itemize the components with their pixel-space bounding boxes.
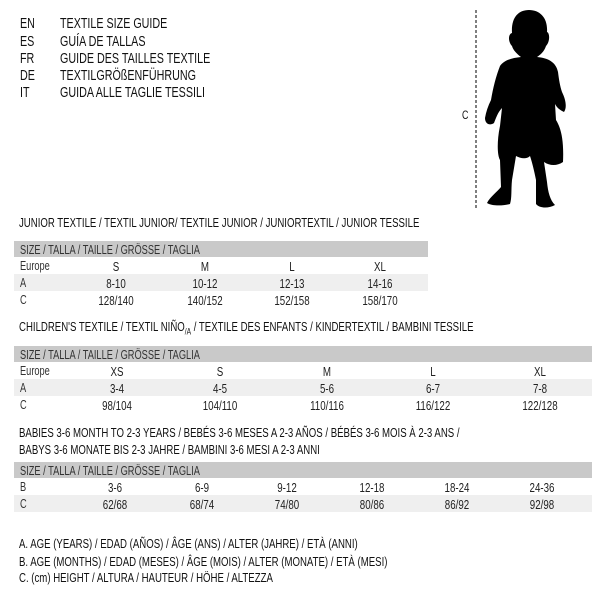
table-cell: 110/116 — [310, 399, 344, 413]
table-cell: 7-8 — [532, 382, 548, 396]
babies-section-title-line2: BABYS 3-6 MONATE BIS 2-3 JAHRE / BAMBINI… — [19, 442, 320, 457]
lang-code: DE — [20, 68, 35, 84]
lang-title: TEXTILGRÖßENFÜHRUNG — [60, 68, 196, 84]
legend-a: A. AGE (YEARS) / EDAD (AÑOS) / ÂGE (ANS)… — [19, 536, 358, 551]
table-cell: 14-16 — [367, 277, 393, 291]
table-cell: 18-24 — [444, 481, 470, 495]
table-cell: 152/158 — [274, 294, 310, 308]
row-label: C — [20, 293, 27, 307]
measure-label: C — [462, 108, 469, 122]
table-cell: 3-6 — [107, 481, 123, 495]
babies-size-table: SIZE / TALLA / TAILLE / GRÖSSE / TAGLIA B… — [14, 462, 592, 514]
children-size-table: SIZE / TALLA / TAILLE / GRÖSSE / TAGLIA E… — [14, 346, 592, 414]
table-cell: L — [430, 365, 436, 379]
table-cell: 3-4 — [109, 382, 125, 396]
table-cell: M — [200, 260, 210, 274]
table-header-label: SIZE / TALLA / TAILLE / GRÖSSE / TAGLIA — [20, 243, 200, 257]
table-cell: L — [289, 260, 295, 274]
title-rest: / TEXTILE DES ENFANTS / KINDERTEXTIL / B… — [191, 319, 474, 334]
row-label: A — [20, 381, 27, 395]
table-header-label: SIZE / TALLA / TAILLE / GRÖSSE / TAGLIA — [20, 348, 200, 362]
table-cell: 86/92 — [444, 498, 470, 512]
table-cell: 122/128 — [522, 399, 558, 413]
table-header-label: SIZE / TALLA / TAILLE / GRÖSSE / TAGLIA — [20, 464, 200, 478]
table-cell: 74/80 — [274, 498, 300, 512]
lang-code: FR — [20, 51, 35, 67]
table-cell: 80/86 — [359, 498, 385, 512]
table-cell: XL — [534, 365, 546, 379]
row-label: A — [20, 276, 27, 290]
lang-code: ES — [20, 34, 35, 50]
lang-title: GUIDE DES TAILLES TEXTILE — [60, 51, 211, 67]
row-label: Europe — [20, 364, 50, 378]
table-cell: M — [322, 365, 332, 379]
table-header: SIZE / TALLA / TAILLE / GRÖSSE / TAGLIA — [14, 241, 428, 257]
row-label: C — [20, 398, 27, 412]
table-cell: 8-10 — [106, 277, 126, 291]
table-cell: 6-9 — [194, 481, 210, 495]
table-cell: 5-6 — [319, 382, 335, 396]
table-header: SIZE / TALLA / TAILLE / GRÖSSE / TAGLIA — [14, 346, 592, 362]
table-row: Europe XS S M L XL — [14, 362, 592, 379]
lang-title: TEXTILE SIZE GUIDE — [60, 16, 168, 32]
table-cell: 62/68 — [102, 498, 128, 512]
table-cell: 68/74 — [189, 498, 215, 512]
babies-section-title: BABIES 3-6 MONTH TO 2-3 YEARS / BEBÉS 3-… — [19, 425, 460, 440]
baby-silhouette-icon — [475, 10, 566, 208]
table-cell: 140/152 — [187, 294, 223, 308]
junior-section-title: JUNIOR TEXTILE / TEXTIL JUNIOR/ TEXTILE … — [19, 215, 420, 230]
lang-title: GUÍA DE TALLAS — [60, 34, 146, 50]
row-label: Europe — [20, 259, 50, 273]
table-cell: S — [112, 260, 120, 274]
table-cell: 24-36 — [529, 481, 555, 495]
height-figure: C — [440, 0, 600, 220]
lang-code: IT — [20, 85, 30, 101]
table-cell: 6-7 — [425, 382, 441, 396]
legend-b: B. AGE (MONTHS) / EDAD (MESES) / ÂGE (MO… — [19, 554, 388, 569]
table-cell: XL — [374, 260, 386, 274]
lang-title: GUIDA ALLE TAGLIE TESSILI — [60, 85, 205, 101]
table-header: SIZE / TALLA / TAILLE / GRÖSSE / TAGLIA — [14, 462, 592, 478]
table-row: C 98/104 104/110 110/116 116/122 122/128 — [14, 396, 592, 413]
table-row: C 128/140 140/152 152/158 158/170 — [14, 291, 428, 308]
table-cell: 10-12 — [192, 277, 218, 291]
row-label: B — [20, 480, 27, 494]
title-text: CHILDREN'S TEXTILE / TEXTIL NIÑO — [19, 319, 185, 334]
table-cell: 9-12 — [277, 481, 297, 495]
table-cell: 92/98 — [529, 498, 555, 512]
row-label: C — [20, 497, 27, 511]
table-cell: 116/122 — [415, 399, 451, 413]
title-sub: /A — [184, 326, 192, 337]
table-cell: XS — [110, 365, 124, 379]
table-cell: S — [216, 365, 224, 379]
junior-size-table: SIZE / TALLA / TAILLE / GRÖSSE / TAGLIA E… — [14, 241, 428, 309]
table-row: C 62/68 68/74 74/80 80/86 86/92 92/98 — [14, 495, 592, 512]
table-row: B 3-6 6-9 9-12 12-18 18-24 24-36 — [14, 478, 592, 495]
legend-c: C. (cm) HEIGHT / ALTURA / HAUTEUR / HÖHE… — [19, 570, 273, 585]
table-cell: 98/104 — [102, 399, 132, 413]
table-row: A 3-4 4-5 5-6 6-7 7-8 — [14, 379, 592, 396]
table-cell: 158/170 — [362, 294, 398, 308]
table-cell: 128/140 — [98, 294, 134, 308]
table-cell: 4-5 — [212, 382, 228, 396]
table-cell: 12-13 — [279, 277, 305, 291]
lang-code: EN — [20, 16, 35, 32]
children-section-title: CHILDREN'S TEXTILE / TEXTIL NIÑO/A / TEX… — [19, 320, 474, 337]
table-cell: 104/110 — [202, 399, 238, 413]
table-cell: 12-18 — [359, 481, 385, 495]
table-row: Europe S M L XL — [14, 257, 428, 274]
table-row: A 8-10 10-12 12-13 14-16 — [14, 274, 428, 291]
